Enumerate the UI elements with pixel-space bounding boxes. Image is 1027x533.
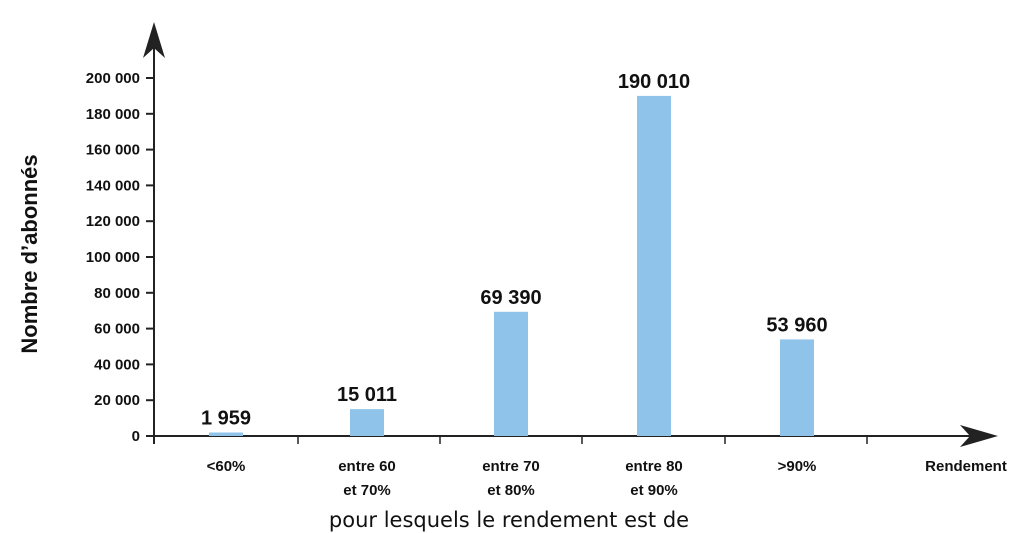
x-ticks xyxy=(297,436,868,444)
y-tick-label: 120 000 xyxy=(86,213,140,230)
y-axis-title: Nombre d’abonnés xyxy=(17,154,42,353)
x-tick-label: et 90% xyxy=(630,482,678,499)
bar xyxy=(209,432,243,436)
y-tick-label: 200 000 xyxy=(86,70,140,87)
bar xyxy=(780,339,814,436)
y-ticks: 0 20 000 40 000 60 000 80 000 100 000 120 000 1… xyxy=(86,70,154,445)
x-tick-label: et 70% xyxy=(343,482,391,499)
value-labels: 1 959 15 011 69 390 190 010 53 960 xyxy=(201,71,828,430)
category-labels: <60% entre 60 et 70% entre 70 et 80% entre 80… xyxy=(207,458,817,499)
bar xyxy=(637,95,671,436)
data-label: 190 010 xyxy=(618,71,690,93)
x-tick-label: et 80% xyxy=(487,482,535,499)
bar xyxy=(350,409,384,436)
bar xyxy=(494,311,528,436)
y-tick-label: 140 000 xyxy=(86,177,140,194)
y-tick-label: 0 xyxy=(132,428,140,445)
y-tick-label: 40 000 xyxy=(94,356,140,373)
x-tick-label: <60% xyxy=(207,458,246,475)
y-axis-arrow-icon xyxy=(143,22,165,58)
data-label: 1 959 xyxy=(201,407,251,429)
data-label: 53 960 xyxy=(766,314,827,336)
y-tick-label: 20 000 xyxy=(94,392,140,409)
axes xyxy=(143,22,998,447)
y-tick-label: 180 000 xyxy=(86,106,140,123)
x-axis-end-label: Rendement xyxy=(925,458,1007,475)
y-tick-label: 60 000 xyxy=(94,321,140,338)
x-tick-label: entre 70 xyxy=(482,458,540,475)
data-label: 69 390 xyxy=(480,287,541,309)
bars xyxy=(209,95,814,436)
data-label: 15 011 xyxy=(337,384,397,406)
y-tick-label: 100 000 xyxy=(86,249,140,266)
y-tick-label: 80 000 xyxy=(94,285,140,302)
y-tick-label: 160 000 xyxy=(86,142,140,159)
x-axis-arrow-icon xyxy=(960,425,998,447)
x-tick-label: entre 80 xyxy=(625,458,683,475)
x-tick-label: >90% xyxy=(778,458,817,475)
x-axis-title: pour lesquels le rendement est de xyxy=(329,508,689,532)
x-tick-label: entre 60 xyxy=(338,458,396,475)
